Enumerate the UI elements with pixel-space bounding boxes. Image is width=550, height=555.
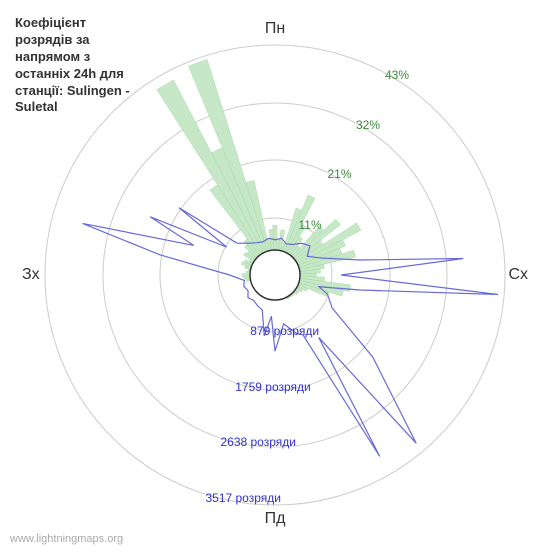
cardinal-east: Сх bbox=[508, 266, 528, 284]
percent-ring-label: 32% bbox=[356, 118, 380, 132]
cardinal-south: Пд bbox=[265, 510, 286, 528]
percent-ring-label: 21% bbox=[328, 167, 352, 181]
chart-title: Коефіцієнт розрядів за напрямом з останн… bbox=[15, 15, 135, 116]
cardinal-west: Зх bbox=[22, 266, 40, 284]
strikes-ring-label: 2638 розряди bbox=[220, 435, 296, 449]
strikes-ring-label: 3517 розряди bbox=[205, 491, 281, 505]
cardinal-north: Пн bbox=[265, 20, 285, 38]
strikes-ring-label: 879 розряди bbox=[250, 324, 319, 338]
percent-ring-label: 43% bbox=[385, 68, 409, 82]
source-label: www.lightningmaps.org bbox=[10, 533, 123, 545]
percent-ring-label: 11% bbox=[299, 218, 322, 232]
strikes-ring-label: 1759 розряди bbox=[235, 380, 311, 394]
